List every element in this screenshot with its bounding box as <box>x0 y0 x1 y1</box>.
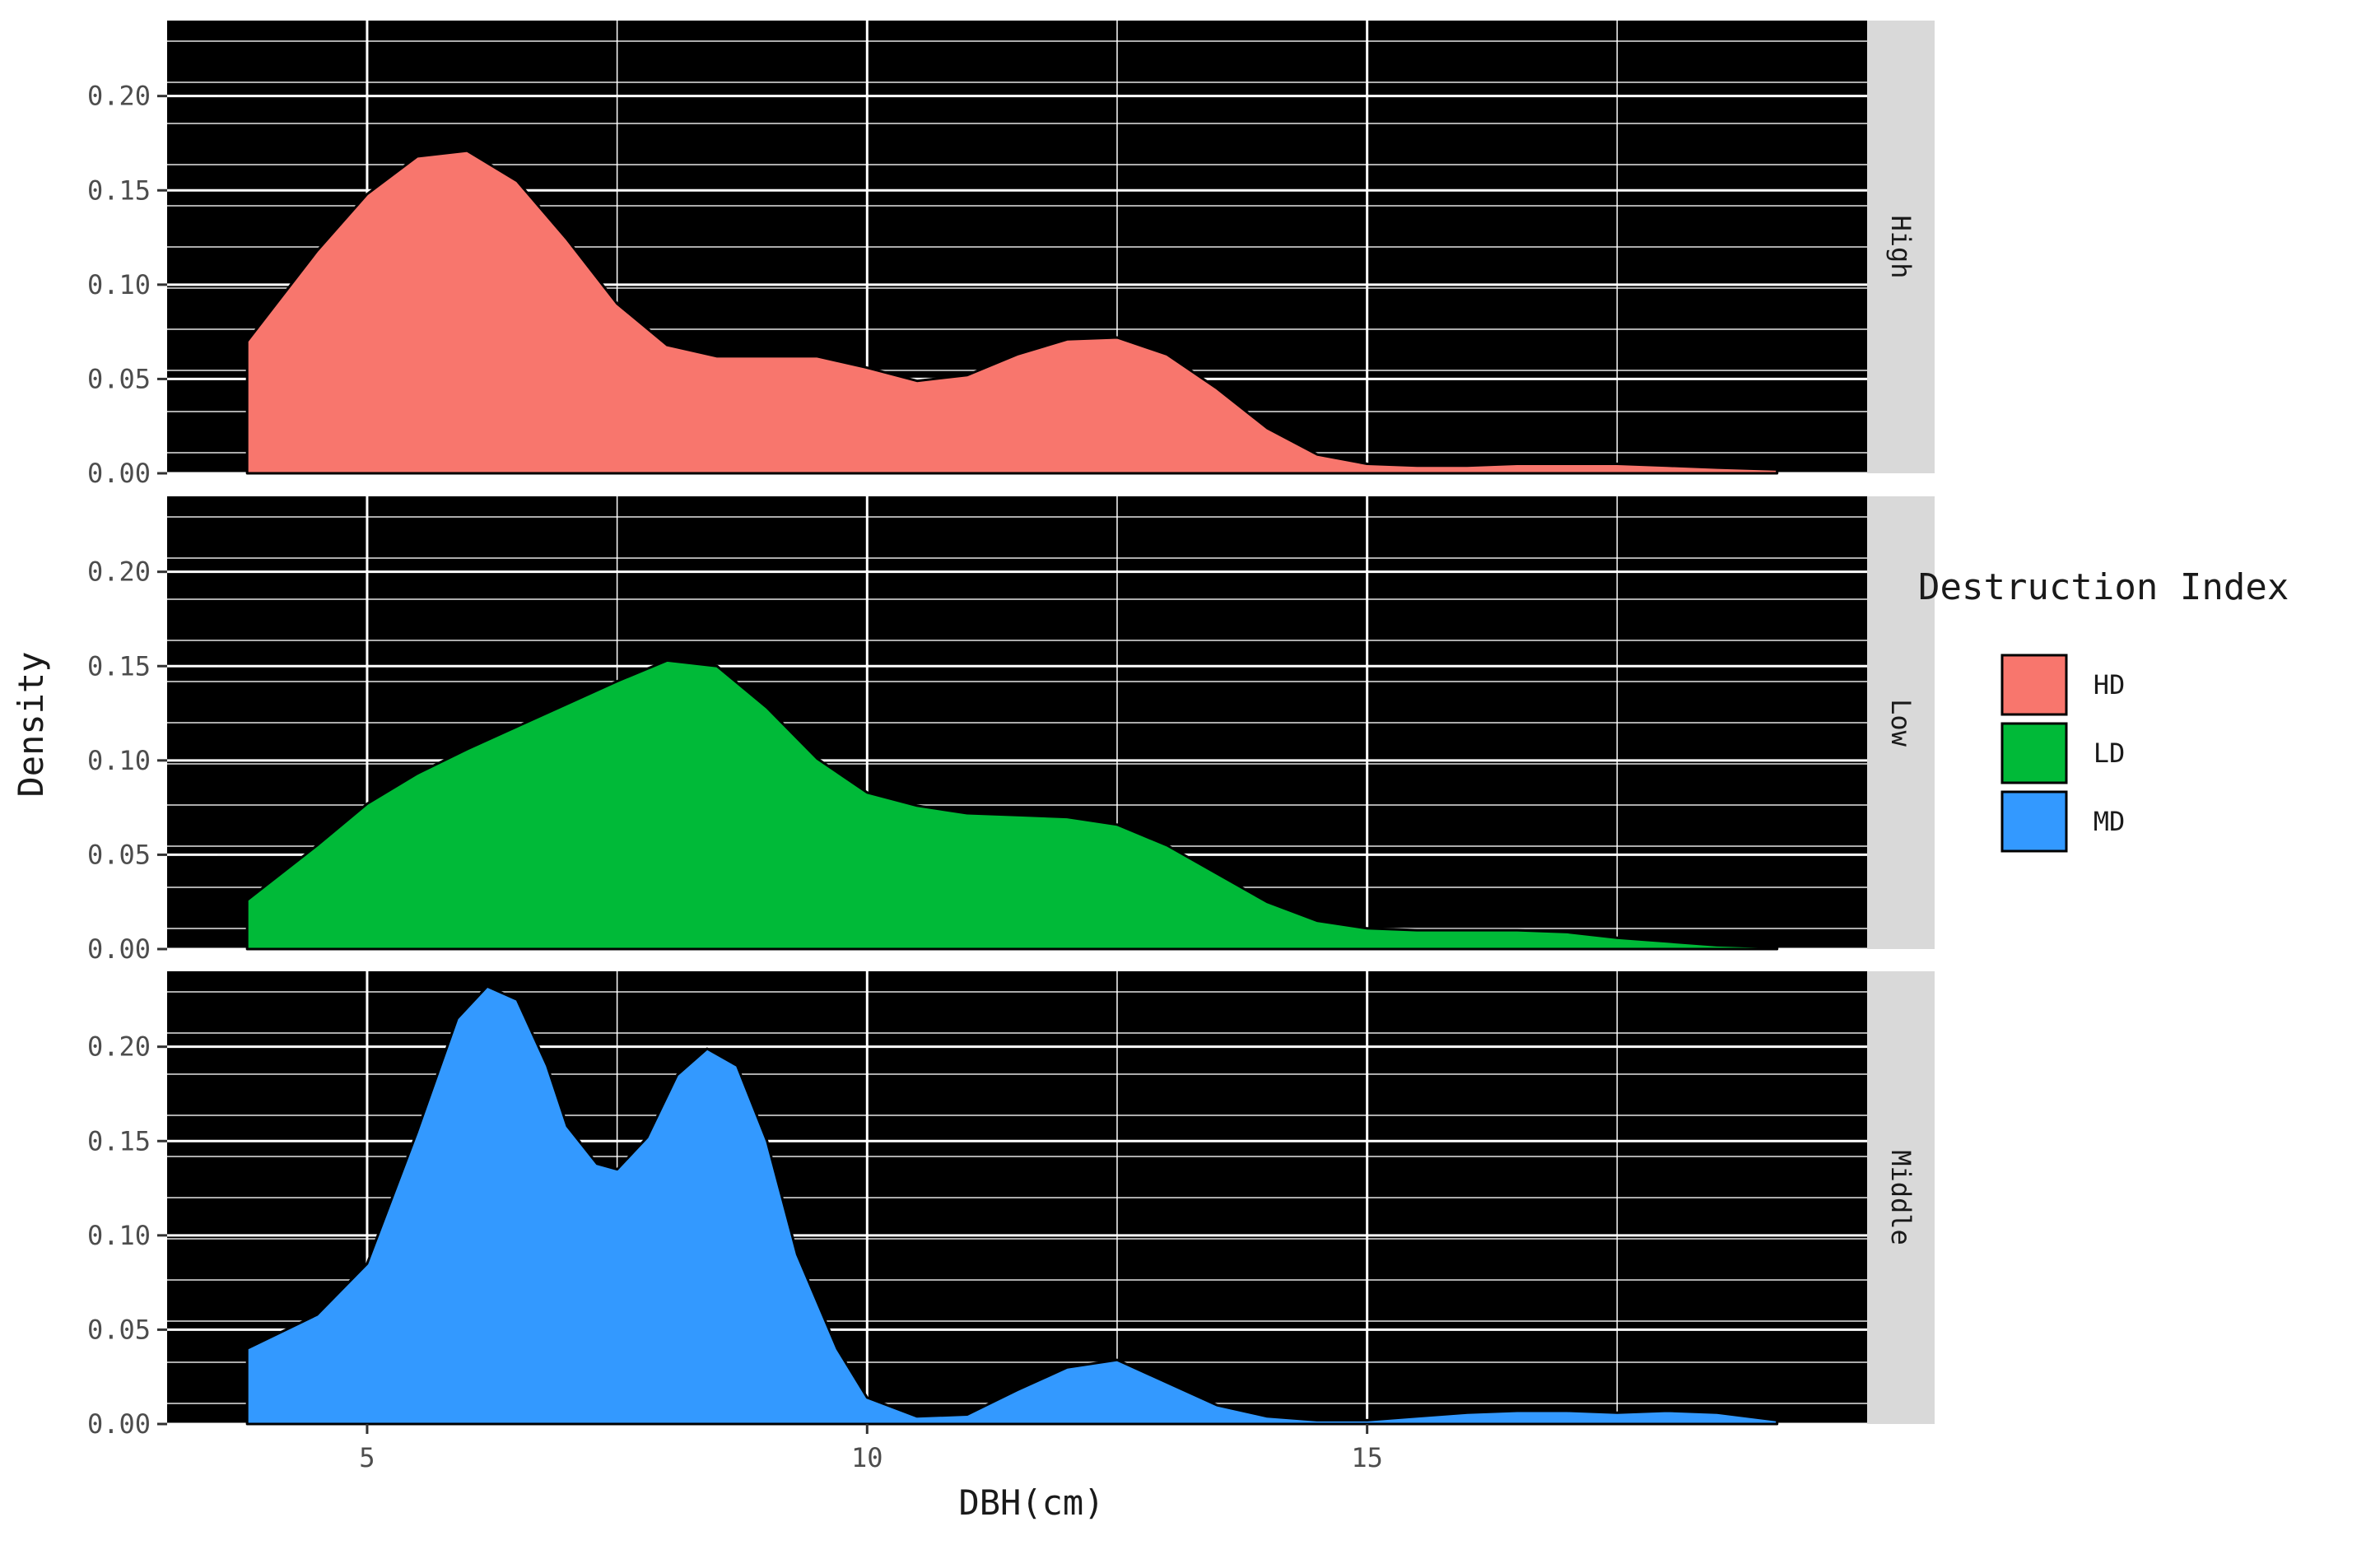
y-tick-label: 0.15 <box>87 1125 151 1156</box>
y-tick-label: 0.15 <box>87 650 151 682</box>
facet-strip <box>1867 496 1935 949</box>
facet-strip-label: Low <box>1885 699 1917 747</box>
density-area-hd <box>245 149 1779 475</box>
x-tick-label: 10 <box>851 1442 883 1473</box>
y-tick-label: 0.00 <box>87 933 151 965</box>
density-area-md <box>245 984 1779 1426</box>
facet-strip <box>1867 971 1935 1424</box>
y-tick-label: 0.20 <box>87 81 151 112</box>
legend-label: MD <box>2094 806 2126 837</box>
facet-strip-label: High <box>1885 215 1917 278</box>
y-tick-label: 0.05 <box>87 363 151 394</box>
legend-label: HD <box>2094 669 2126 700</box>
y-tick-label: 0.05 <box>87 839 151 870</box>
x-tick-label: 15 <box>1351 1442 1383 1473</box>
facet-strip-label: Middle <box>1885 1150 1917 1245</box>
facet-panel-high: High <box>167 21 1935 475</box>
legend: Destruction Index HD LD MD <box>1918 566 2289 853</box>
legend-key-hd <box>2000 654 2068 716</box>
y-tick-label: 0.10 <box>87 1220 151 1251</box>
legend-key-ld <box>2000 722 2068 784</box>
y-tick-label: 0.05 <box>87 1314 151 1345</box>
y-tick-label: 0.15 <box>87 175 151 206</box>
x-axis: 5 10 15 <box>359 1424 1383 1473</box>
facet-strip <box>1867 21 1935 473</box>
y-tick-label: 0.00 <box>87 1408 151 1440</box>
y-axis-title: Density <box>11 651 51 797</box>
y-tick-label: 0.00 <box>87 458 151 489</box>
y-tick-label: 0.10 <box>87 269 151 300</box>
legend-label: LD <box>2094 738 2126 769</box>
y-tick-label: 0.20 <box>87 556 151 588</box>
legend-key-md <box>2000 790 2068 853</box>
facet-panels: High Low Middle <box>167 21 1935 1426</box>
facet-panel-low: Low <box>167 496 1935 951</box>
y-axes: 0.00 0.05 0.10 0.15 0.20 0.00 0.05 0.10 0.15 0.20… <box>87 81 167 1440</box>
density-area-ld <box>245 658 1779 951</box>
x-axis-title: DBH(cm) <box>958 1482 1104 1523</box>
facet-panel-middle: Middle <box>167 971 1935 1426</box>
y-tick-label: 0.20 <box>87 1031 151 1063</box>
x-tick-label: 5 <box>359 1442 375 1473</box>
legend-title: Destruction Index <box>1918 566 2289 608</box>
y-tick-label: 0.10 <box>87 745 151 776</box>
